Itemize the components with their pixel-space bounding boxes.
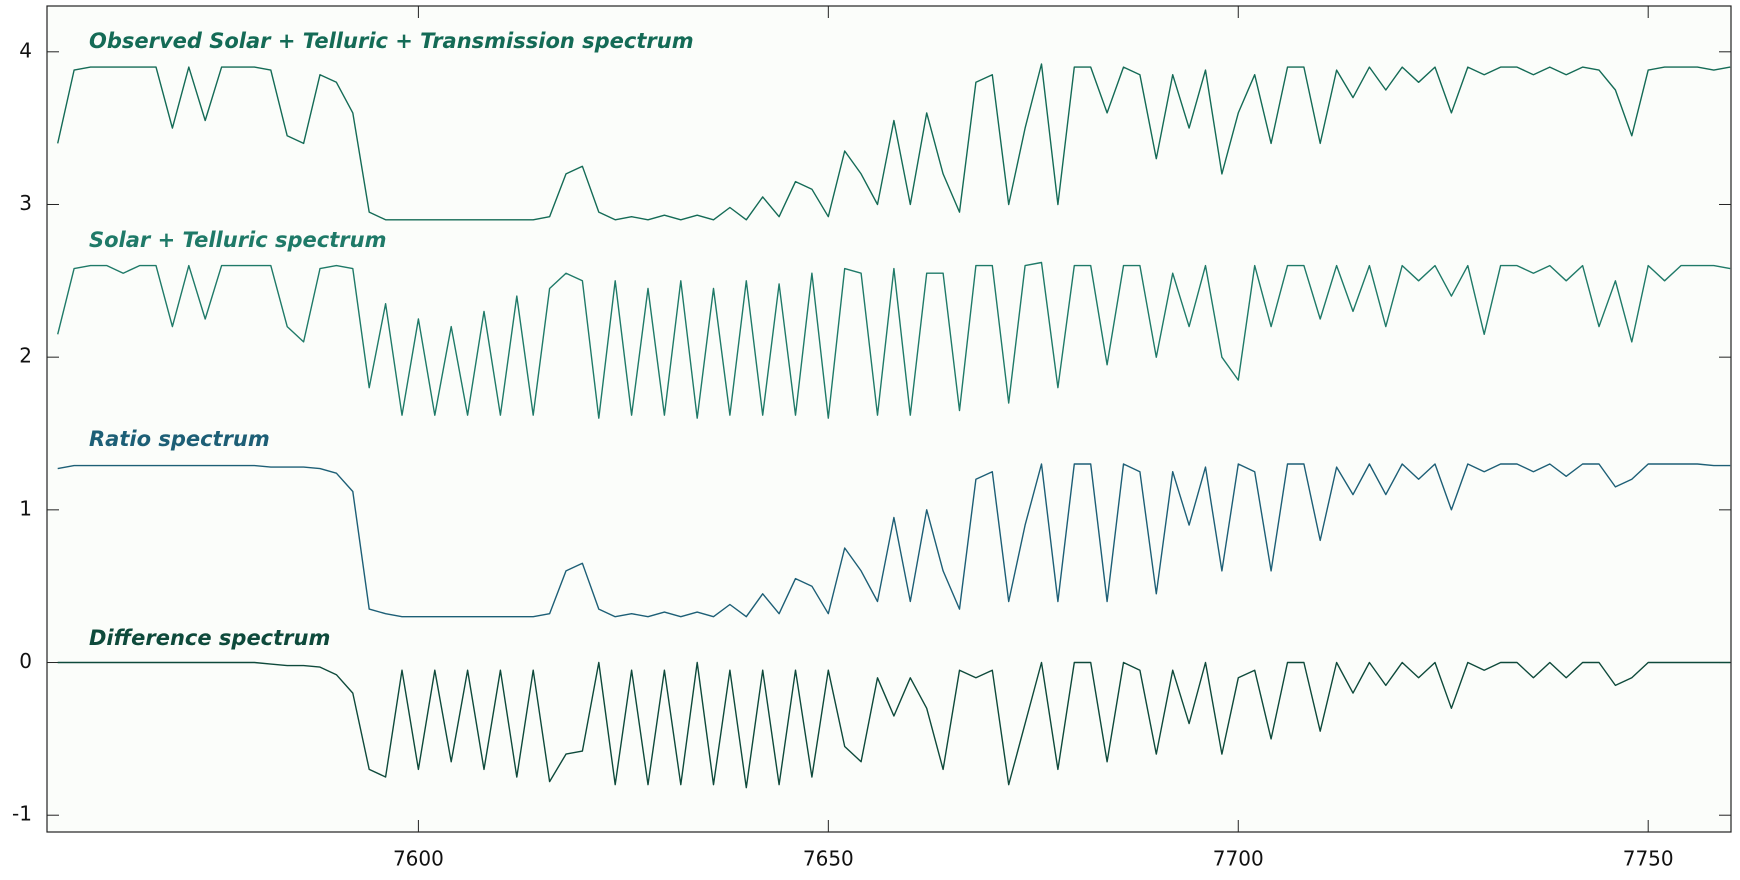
y-tick-label: 3	[19, 191, 32, 215]
spectrum-line	[57, 661, 1731, 789]
spectrum-line	[57, 63, 1731, 221]
plot-frame	[46, 5, 1732, 833]
y-tick-label: 4	[19, 38, 32, 62]
x-tick-label: 7700	[1213, 847, 1264, 871]
spectrum-line	[57, 463, 1731, 618]
series-label: Ratio spectrum	[89, 427, 270, 451]
spectrum-line	[57, 261, 1731, 419]
series-label: Solar + Telluric spectrum	[89, 228, 386, 252]
x-tick-label: 7650	[803, 847, 854, 871]
y-tick-label: -1	[12, 802, 32, 826]
y-tick-label: 2	[19, 344, 32, 368]
x-tick-label: 7750	[1623, 847, 1674, 871]
y-tick-label: 0	[19, 649, 32, 673]
series-label: Observed Solar + Telluric + Transmission…	[89, 29, 694, 53]
x-tick-label: 7600	[393, 847, 444, 871]
y-tick-label: 1	[19, 496, 32, 520]
series-label: Difference spectrum	[89, 626, 330, 650]
